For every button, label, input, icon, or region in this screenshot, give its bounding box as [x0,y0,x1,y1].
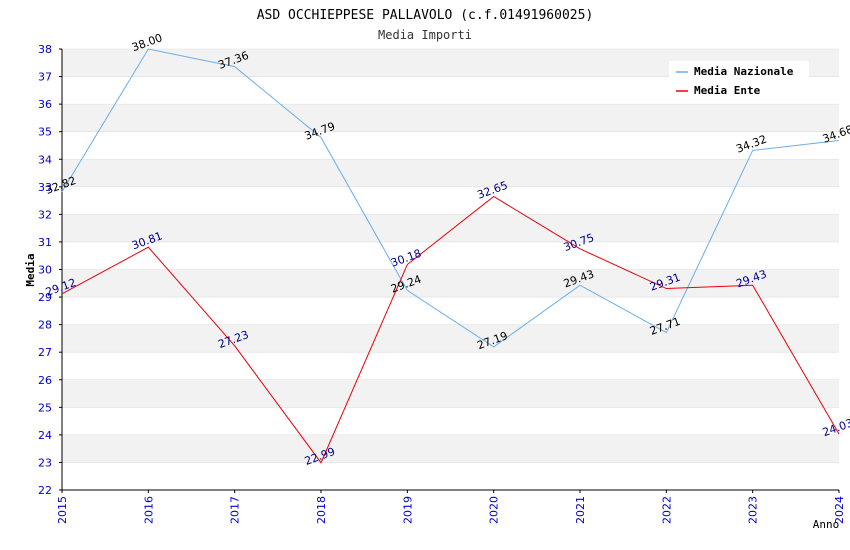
grid-bands [62,49,839,463]
x-tick-label: 2017 [229,496,242,524]
y-tick-label: 32 [38,208,52,221]
series-lines [61,48,840,464]
y-tick-label: 25 [38,401,52,414]
y-tick-labels: 22 23 24 25 26 27 28 29 30 31 32 33 34 35 36 37 38 [38,43,62,497]
y-axis-label: Media [24,253,37,286]
y-tick-label: 30 [38,264,52,277]
grid-band [62,159,839,187]
y-tick-label: 34 [38,153,52,166]
grid-band [62,104,839,132]
x-tick-label: 2024 [833,496,846,524]
x-axis-label: Anno [813,518,840,531]
series-line [61,195,840,464]
grid-band [62,434,839,463]
y-tick-label: 36 [38,98,52,111]
y-tick-label: 31 [38,236,52,249]
grid-band [62,379,839,408]
x-tick-labels: 2015 2016 2017 2018 2019 2020 2021 2022 2023 2024 [56,490,846,524]
series-line [61,48,840,348]
legend-label-media-ente: Media Ente [694,84,761,97]
y-tick-label: 27 [38,346,52,359]
grid-band [62,269,839,298]
x-tick-label: 2022 [660,496,673,524]
x-tick-label: 2023 [747,496,760,524]
y-tick-label: 23 [38,456,52,469]
y-tick-label: 37 [38,71,52,84]
x-tick-label: 2018 [315,496,328,524]
y-tick-label: 29 [38,291,52,304]
legend: Media Nazionale Media Ente [669,61,809,101]
x-tick-label: 2015 [56,496,69,524]
y-tick-label: 28 [38,319,52,332]
chart-title: ASD OCCHIEPPESE PALLAVOLO (c.f.014919600… [257,8,594,23]
x-tick-label: 2020 [488,496,501,524]
y-tick-label: 26 [38,374,52,387]
legend-label-media-nazionale: Media Nazionale [694,65,794,78]
y-tick-label: 22 [38,484,52,497]
data-label: 32.82 [44,174,78,197]
x-tick-label: 2019 [401,496,414,524]
x-tick-label: 2016 [142,496,155,524]
legend-box [669,61,809,101]
x-tick-label: 2021 [574,496,587,524]
y-tick-label: 24 [38,429,52,442]
chart-subtitle: Media Importi [378,28,472,42]
grid-band [62,214,839,242]
grid-band [62,324,839,353]
y-tick-label: 33 [38,181,52,194]
y-tick-label: 38 [38,43,52,56]
y-tick-label: 35 [38,126,52,139]
